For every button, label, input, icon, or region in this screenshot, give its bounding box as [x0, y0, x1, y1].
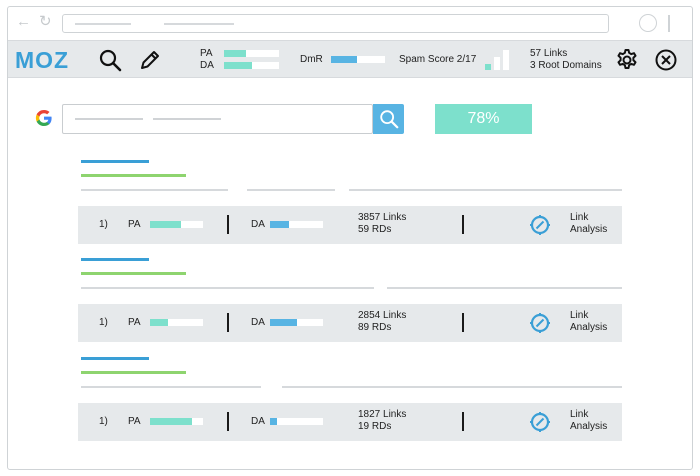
pa-bar: [224, 50, 279, 57]
pa-bar: [150, 319, 203, 326]
links-count: 2854 Links: [358, 310, 407, 321]
link-analysis-link[interactable]: Link: [570, 409, 589, 420]
gear-icon[interactable]: [615, 48, 639, 72]
dmr-label: DmR: [300, 54, 323, 65]
rds-count: 19 RDs: [358, 421, 392, 432]
link-analysis-link[interactable]: Analysis: [570, 421, 608, 432]
divider: [227, 313, 229, 332]
result-snippet-line: [349, 189, 622, 191]
mozbar-toolbar: MOZ PA DA DmR Spam Score 2/17 57 Links 3: [8, 40, 692, 78]
da-label: DA: [251, 416, 265, 427]
pa-bar-fill: [150, 418, 193, 425]
result-url-line: [81, 272, 186, 275]
result-snippet-line: [81, 386, 261, 388]
pa-bar: [150, 418, 203, 425]
pa-bar-fill: [224, 50, 246, 57]
da-label: DA: [200, 60, 214, 71]
google-logo: [34, 108, 54, 133]
spam-score: Spam Score 2/17: [399, 54, 477, 65]
dmr-bar: [331, 56, 385, 63]
da-bar-fill: [224, 62, 252, 69]
search-placeholder-line: [75, 118, 143, 120]
compass-icon[interactable]: [529, 411, 551, 433]
rds-count: 59 RDs: [358, 224, 392, 235]
pa-bar: [150, 221, 203, 228]
links-count: 1827 Links: [358, 409, 407, 420]
links-count: 57 Links: [530, 48, 568, 59]
pa-label: PA: [128, 219, 141, 230]
refresh-icon[interactable]: ↻: [39, 13, 52, 30]
divider: [227, 412, 229, 431]
result-title-line[interactable]: [81, 160, 149, 163]
browser-chrome: ← ↻: [8, 7, 692, 39]
da-bar: [270, 221, 323, 228]
signal-bars-icon: [485, 50, 509, 70]
links-count: 3857 Links: [358, 212, 407, 223]
result-metrics-row: 1) PA DA 1827 Links 19 RDs Link Analysis: [78, 403, 622, 441]
result-rank: 1): [99, 416, 108, 427]
result-snippet-line: [81, 189, 228, 191]
link-analysis-link[interactable]: Link: [570, 212, 589, 223]
browser-window: ← ↻ MOZ PA DA DmR Spam Score: [7, 6, 693, 470]
result-snippet-line: [387, 287, 622, 289]
search-placeholder-line: [153, 118, 221, 120]
result-metrics-row: 1) PA DA 3857 Links 59 RDs Link Analysis: [78, 206, 622, 244]
search-submit-button[interactable]: [373, 104, 404, 134]
divider: [462, 215, 464, 234]
score-badge: 78%: [435, 104, 532, 134]
search-icon: [380, 110, 399, 129]
pencil-icon[interactable]: [138, 48, 162, 72]
pa-label: PA: [200, 48, 213, 59]
result-snippet-line: [247, 189, 335, 191]
pa-label: PA: [128, 416, 141, 427]
result-rank: 1): [99, 317, 108, 328]
result-snippet-line: [81, 287, 374, 289]
close-icon[interactable]: [654, 48, 678, 72]
rds-count: 89 RDs: [358, 322, 392, 333]
da-label: DA: [251, 317, 265, 328]
result-title-line[interactable]: [81, 258, 149, 261]
compass-icon[interactable]: [529, 312, 551, 334]
divider: [462, 412, 464, 431]
address-bar[interactable]: [62, 14, 609, 33]
result-url-line: [81, 371, 186, 374]
link-analysis-link[interactable]: Link: [570, 310, 589, 321]
address-placeholder-line: [164, 23, 234, 25]
pa-bar-fill: [150, 319, 169, 326]
pa-bar-fill: [150, 221, 181, 228]
divider: [227, 215, 229, 234]
da-bar-fill: [270, 418, 278, 425]
window-divider: [668, 15, 670, 32]
compass-icon[interactable]: [529, 214, 551, 236]
result-rank: 1): [99, 219, 108, 230]
da-bar: [270, 319, 323, 326]
da-bar-fill: [270, 221, 290, 228]
link-analysis-link[interactable]: Analysis: [570, 224, 608, 235]
da-bar: [270, 418, 323, 425]
arrow-left-icon[interactable]: ←: [16, 13, 31, 30]
link-analysis-link[interactable]: Analysis: [570, 322, 608, 333]
moz-logo: MOZ: [15, 47, 70, 73]
pa-label: PA: [128, 317, 141, 328]
result-metrics-row: 1) PA DA 2854 Links 89 RDs Link Analysis: [78, 304, 622, 342]
window-circle-button[interactable]: [639, 14, 657, 32]
result-snippet-line: [282, 386, 622, 388]
da-label: DA: [251, 219, 265, 230]
divider: [462, 313, 464, 332]
da-bar-fill: [270, 319, 297, 326]
root-domains-count: 3 Root Domains: [530, 60, 602, 71]
address-placeholder-line: [75, 23, 131, 25]
result-url-line: [81, 174, 186, 177]
search-icon[interactable]: [98, 48, 122, 72]
dmr-bar-fill: [331, 56, 357, 63]
google-search-input[interactable]: [62, 104, 373, 134]
da-bar: [224, 62, 279, 69]
result-title-line[interactable]: [81, 357, 149, 360]
